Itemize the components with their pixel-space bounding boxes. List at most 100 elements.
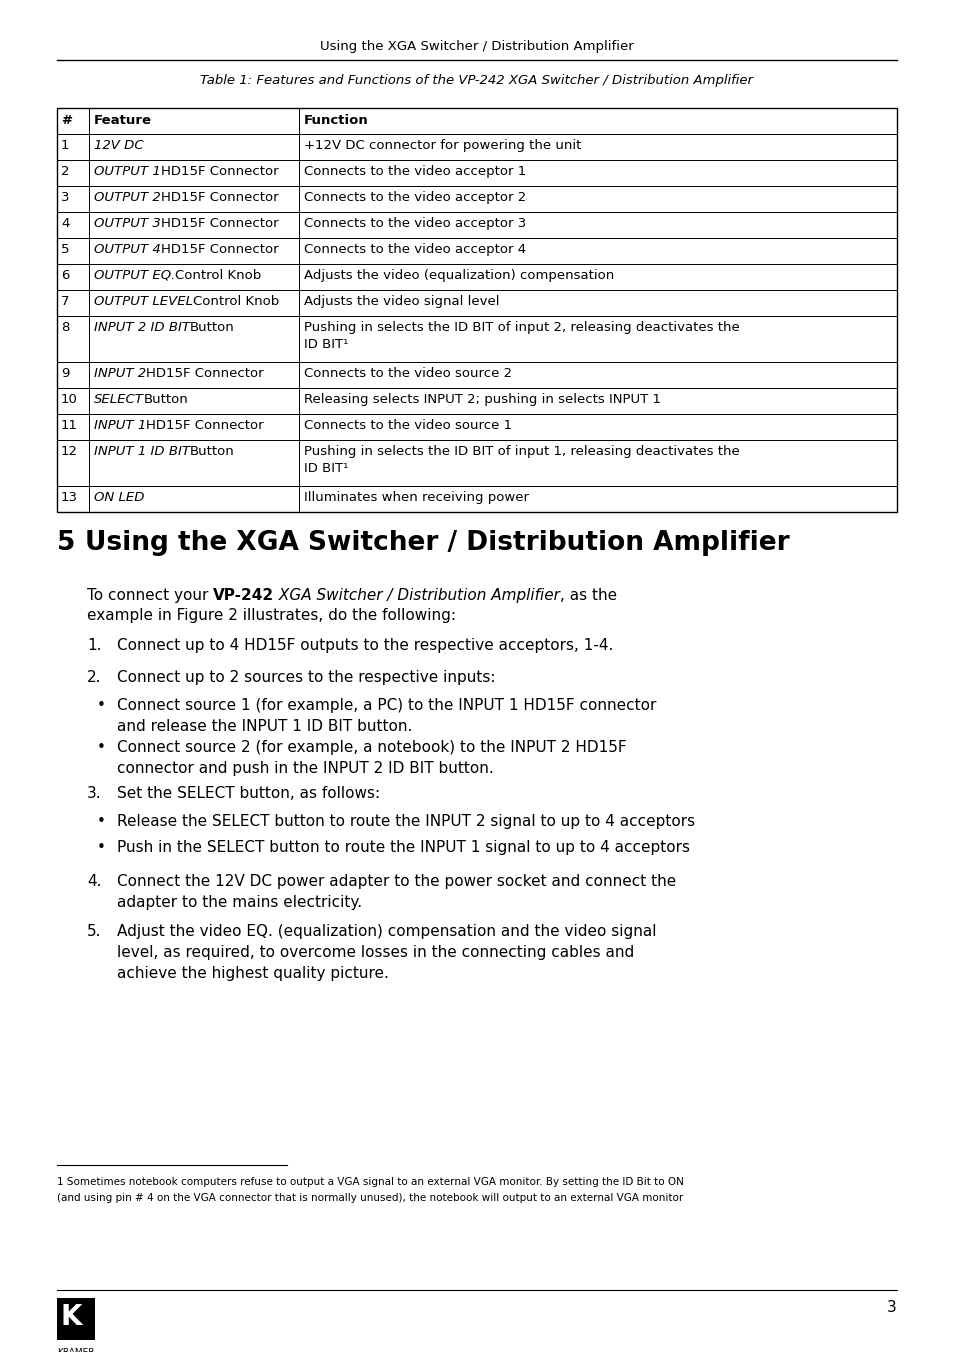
Text: Control Knob: Control Knob — [175, 269, 261, 283]
Text: INPUT 2 ID BIT: INPUT 2 ID BIT — [94, 320, 190, 334]
Bar — [57, 238, 896, 264]
Text: Connects to the video source 2: Connects to the video source 2 — [304, 366, 512, 380]
Text: (and using pin # 4 on the VGA connector that is normally unused), the notebook w: (and using pin # 4 on the VGA connector … — [57, 1192, 682, 1203]
Text: Adjusts the video signal level: Adjusts the video signal level — [304, 295, 499, 308]
Text: HD15F Connector: HD15F Connector — [161, 165, 278, 178]
Text: Button: Button — [190, 320, 234, 334]
Text: 12: 12 — [61, 445, 78, 458]
Text: HD15F Connector: HD15F Connector — [161, 243, 278, 256]
Text: Using the XGA Switcher / Distribution Amplifier: Using the XGA Switcher / Distribution Am… — [85, 530, 789, 556]
Text: INPUT 2: INPUT 2 — [94, 366, 146, 380]
Text: Pushing in selects the ID BIT of input 2, releasing deactivates the
ID BIT¹: Pushing in selects the ID BIT of input 2… — [304, 320, 739, 352]
Text: Feature: Feature — [94, 114, 152, 127]
Text: 4: 4 — [61, 218, 70, 230]
Text: 5.: 5. — [87, 923, 101, 940]
Text: 3: 3 — [886, 1301, 896, 1315]
Text: 3: 3 — [61, 191, 70, 204]
Text: Connects to the video acceptor 2: Connects to the video acceptor 2 — [304, 191, 526, 204]
Text: Connect the 12V DC power adapter to the power socket and connect the
adapter to : Connect the 12V DC power adapter to the … — [117, 873, 676, 910]
Text: Set the SELECT button, as follows:: Set the SELECT button, as follows: — [117, 786, 379, 800]
Text: •: • — [97, 698, 106, 713]
Text: 6: 6 — [61, 269, 70, 283]
Text: HD15F Connector: HD15F Connector — [146, 366, 264, 380]
Text: INPUT 1: INPUT 1 — [94, 419, 146, 433]
Text: Connects to the video acceptor 3: Connects to the video acceptor 3 — [304, 218, 526, 230]
Text: Button: Button — [144, 393, 189, 406]
Text: 12V DC: 12V DC — [94, 139, 144, 151]
Bar — [57, 362, 896, 388]
Text: Control Knob: Control Knob — [193, 295, 279, 308]
Text: OUTPUT 3: OUTPUT 3 — [94, 218, 161, 230]
Text: HD15F Connector: HD15F Connector — [146, 419, 264, 433]
Text: Connect source 1 (for example, a PC) to the INPUT 1 HD15F connector
and release : Connect source 1 (for example, a PC) to … — [117, 698, 656, 734]
Bar — [57, 414, 896, 439]
Text: VP-242: VP-242 — [213, 588, 274, 603]
Bar — [57, 108, 896, 512]
Text: 13: 13 — [61, 491, 78, 504]
Text: Adjusts the video (equalization) compensation: Adjusts the video (equalization) compens… — [304, 269, 614, 283]
Text: 4.: 4. — [87, 873, 101, 890]
Text: OUTPUT 1: OUTPUT 1 — [94, 165, 161, 178]
Text: Table 1: Features and Functions of the VP-242 XGA Switcher / Distribution Amplif: Table 1: Features and Functions of the V… — [200, 74, 753, 87]
Text: To connect your: To connect your — [87, 588, 213, 603]
Text: •: • — [97, 740, 106, 754]
Text: 10: 10 — [61, 393, 78, 406]
Text: Function: Function — [304, 114, 369, 127]
Text: 1 Sometimes notebook computers refuse to output a VGA signal to an external VGA : 1 Sometimes notebook computers refuse to… — [57, 1178, 683, 1187]
Text: Pushing in selects the ID BIT of input 1, releasing deactivates the
ID BIT¹: Pushing in selects the ID BIT of input 1… — [304, 445, 739, 475]
Text: ON LED: ON LED — [94, 491, 144, 504]
Text: Connects to the video acceptor 4: Connects to the video acceptor 4 — [304, 243, 525, 256]
Text: Connect up to 2 sources to the respective inputs:: Connect up to 2 sources to the respectiv… — [117, 671, 495, 685]
Bar — [57, 264, 896, 289]
Bar — [57, 485, 896, 512]
Bar — [57, 212, 896, 238]
Text: XGA Switcher / Distribution Amplifier: XGA Switcher / Distribution Amplifier — [274, 588, 559, 603]
Text: Releasing selects INPUT 2; pushing in selects INPUT 1: Releasing selects INPUT 2; pushing in se… — [304, 393, 660, 406]
Bar — [57, 187, 896, 212]
Text: 11: 11 — [61, 419, 78, 433]
Text: SELECT: SELECT — [94, 393, 144, 406]
Text: 2.: 2. — [87, 671, 101, 685]
Text: 2: 2 — [61, 165, 70, 178]
Text: , as the: , as the — [559, 588, 617, 603]
Bar — [57, 316, 896, 362]
Text: 1.: 1. — [87, 638, 101, 653]
Text: OUTPUT EQ.: OUTPUT EQ. — [94, 269, 175, 283]
Text: Connect source 2 (for example, a notebook) to the INPUT 2 HD15F
connector and pu: Connect source 2 (for example, a noteboo… — [117, 740, 626, 776]
Text: Push in the SELECT button to route the INPUT 1 signal to up to 4 acceptors: Push in the SELECT button to route the I… — [117, 840, 689, 854]
Text: Using the XGA Switcher / Distribution Amplifier: Using the XGA Switcher / Distribution Am… — [320, 41, 633, 53]
Text: example in Figure 2 illustrates, do the following:: example in Figure 2 illustrates, do the … — [87, 608, 456, 623]
Text: Connects to the video source 1: Connects to the video source 1 — [304, 419, 512, 433]
Bar — [57, 134, 896, 160]
Text: 1: 1 — [61, 139, 70, 151]
Text: +12V DC connector for powering the unit: +12V DC connector for powering the unit — [304, 139, 580, 151]
Text: INPUT 1 ID BIT: INPUT 1 ID BIT — [94, 445, 190, 458]
Text: Connects to the video acceptor 1: Connects to the video acceptor 1 — [304, 165, 526, 178]
Text: HD15F Connector: HD15F Connector — [161, 218, 278, 230]
Text: Illuminates when receiving power: Illuminates when receiving power — [304, 491, 529, 504]
Text: 3.: 3. — [87, 786, 102, 800]
Text: 8: 8 — [61, 320, 70, 334]
Bar — [57, 1298, 95, 1340]
Bar — [57, 289, 896, 316]
Text: K: K — [61, 1303, 82, 1330]
Text: Adjust the video EQ. (equalization) compensation and the video signal
level, as : Adjust the video EQ. (equalization) comp… — [117, 923, 656, 982]
Text: KRAMER: KRAMER — [57, 1348, 94, 1352]
Bar — [57, 108, 896, 134]
Text: 7: 7 — [61, 295, 70, 308]
Text: OUTPUT 4: OUTPUT 4 — [94, 243, 161, 256]
Bar — [57, 388, 896, 414]
Text: •: • — [97, 814, 106, 829]
Bar — [57, 160, 896, 187]
Text: 5: 5 — [61, 243, 70, 256]
Text: OUTPUT LEVEL: OUTPUT LEVEL — [94, 295, 193, 308]
Text: OUTPUT 2: OUTPUT 2 — [94, 191, 161, 204]
Text: Connect up to 4 HD15F outputs to the respective acceptors, 1-4.: Connect up to 4 HD15F outputs to the res… — [117, 638, 613, 653]
Text: 9: 9 — [61, 366, 70, 380]
Text: Release the SELECT button to route the INPUT 2 signal to up to 4 acceptors: Release the SELECT button to route the I… — [117, 814, 695, 829]
Text: #: # — [61, 114, 71, 127]
Text: Button: Button — [190, 445, 234, 458]
Text: HD15F Connector: HD15F Connector — [161, 191, 278, 204]
Text: •: • — [97, 840, 106, 854]
Text: 5: 5 — [57, 530, 75, 556]
